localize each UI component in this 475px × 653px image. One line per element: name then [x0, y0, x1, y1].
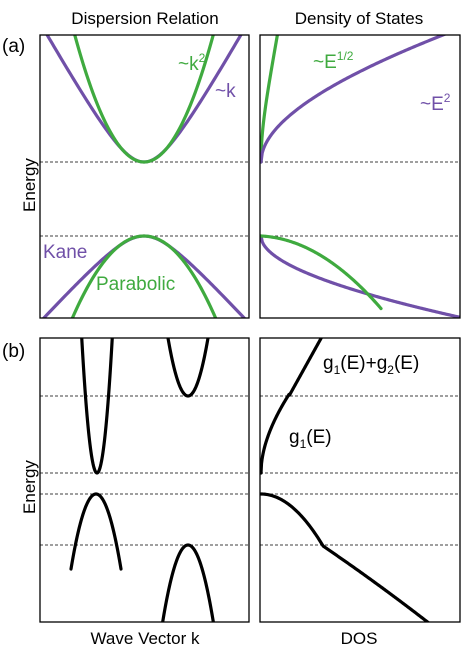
- parabolic-dos-valence-curve: [260, 234, 383, 311]
- parabolic-valence-curve: [70, 234, 218, 318]
- parabolic-label: Parabolic: [96, 274, 175, 295]
- g1-label: g1(E): [289, 427, 332, 451]
- panel-a-right-frame: [259, 34, 461, 319]
- g1-plus-g2-label: g1(E)+g2(E): [323, 353, 419, 377]
- panel-b-right-frame: [259, 337, 461, 623]
- dos-axis-label: DOS: [341, 629, 378, 648]
- e-half-label: ~E1/2: [313, 49, 354, 73]
- panel-b-left-frame: [39, 337, 250, 623]
- kane-dos-conduction-curve: [260, 35, 448, 164]
- k-squared-label: ~k2: [178, 51, 206, 75]
- panel-b-dispersion: [39, 337, 250, 623]
- subband-dos-conduction-curve: [260, 338, 324, 475]
- valence-subband-2-curve: [161, 543, 215, 622]
- panel-a-dos: ~E1/2 ~E2: [259, 34, 461, 319]
- valence-subband-1-curve: [69, 492, 123, 571]
- panel-a-label: (a): [2, 36, 25, 57]
- panel-a-dispersion: ~k2 ~k Kane Parabolic: [39, 34, 250, 319]
- panel-b-label: (b): [2, 341, 25, 362]
- parabolic-dos-conduction-curve: [260, 35, 280, 164]
- parabolic-conduction-curve: [73, 35, 215, 164]
- dos-title: Density of States: [295, 9, 424, 28]
- subband-dos-valence-curve: [260, 492, 431, 622]
- conduction-subband-2-curve: [166, 338, 210, 398]
- e-squared-label: ~E2: [420, 91, 451, 115]
- dispersion-title: Dispersion Relation: [71, 9, 218, 28]
- kane-label: Kane: [43, 242, 87, 263]
- panel-b-dos: g1(E) g1(E)+g2(E): [259, 337, 461, 623]
- panel-a-left-frame: [39, 34, 250, 319]
- conduction-subband-1-curve: [80, 338, 114, 475]
- wave-vector-label: Wave Vector k: [91, 629, 200, 648]
- kane-dos-valence-curve: [260, 234, 460, 318]
- energy-label-b: Energy: [20, 460, 39, 514]
- energy-label-a: Energy: [20, 158, 39, 212]
- k-linear-label: ~k: [215, 81, 236, 102]
